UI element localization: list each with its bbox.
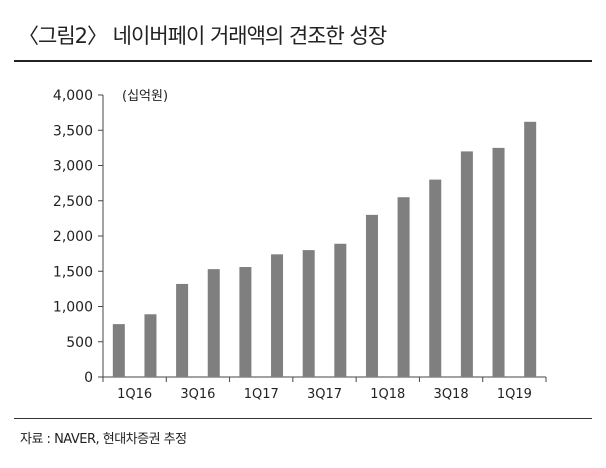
y-tick-label: 2,000 — [53, 229, 93, 245]
bar-series — [112, 121, 537, 377]
y-tick-label: 3,500 — [53, 123, 93, 139]
bar-1Q16 — [112, 324, 125, 377]
y-axis-ticks: 0 500 1,000 1,500 2,000 2,500 3,000 3,500 4,000 — [53, 88, 103, 386]
x-axis-ticks: 1Q16 3Q16 1Q17 3Q17 1Q18 3Q18 1Q19 — [102, 377, 547, 402]
x-tick-label: 1Q18 — [370, 387, 405, 402]
x-tick-label: 3Q17 — [307, 387, 342, 402]
x-tick-label: 3Q16 — [180, 387, 215, 402]
y-tick-label: 3,000 — [53, 159, 93, 175]
bar-2Q18 — [397, 197, 410, 377]
x-tick-label: 1Q19 — [497, 387, 532, 402]
x-tick-label: 3Q18 — [434, 387, 469, 402]
y-tick-label: 500 — [66, 335, 93, 351]
top-rule — [14, 60, 592, 62]
source-note: 자료 : NAVER, 현대차증권 추정 — [20, 432, 187, 447]
bar-2Q16 — [144, 314, 157, 377]
bar-3Q16 — [176, 283, 189, 377]
bar-1Q17 — [239, 267, 252, 377]
unit-label: (십억원) — [122, 89, 168, 104]
x-tick-label: 1Q16 — [117, 387, 152, 402]
bar-3Q18 — [429, 179, 442, 377]
y-tick-label: 1,500 — [53, 264, 93, 280]
bar-4Q17 — [334, 243, 347, 377]
bar-3Q17 — [302, 250, 315, 377]
bar-2Q17 — [271, 254, 284, 377]
bar-4Q16 — [207, 269, 220, 377]
y-tick-label: 4,000 — [53, 88, 93, 104]
bar-1Q18 — [365, 214, 378, 377]
y-tick-label: 2,500 — [53, 194, 93, 210]
bar-1Q19 — [492, 147, 505, 377]
y-tick-label: 1,000 — [53, 300, 93, 316]
x-tick-label: 1Q17 — [244, 387, 279, 402]
bottom-rule — [14, 418, 592, 419]
figure-title: 〈그림2〉 네이버페이 거래액의 견조한 성장 — [18, 24, 387, 48]
chart-axes — [102, 95, 546, 378]
bar-2Q19 — [524, 121, 537, 377]
y-tick-label: 0 — [84, 370, 93, 386]
bar-4Q18 — [460, 151, 473, 377]
